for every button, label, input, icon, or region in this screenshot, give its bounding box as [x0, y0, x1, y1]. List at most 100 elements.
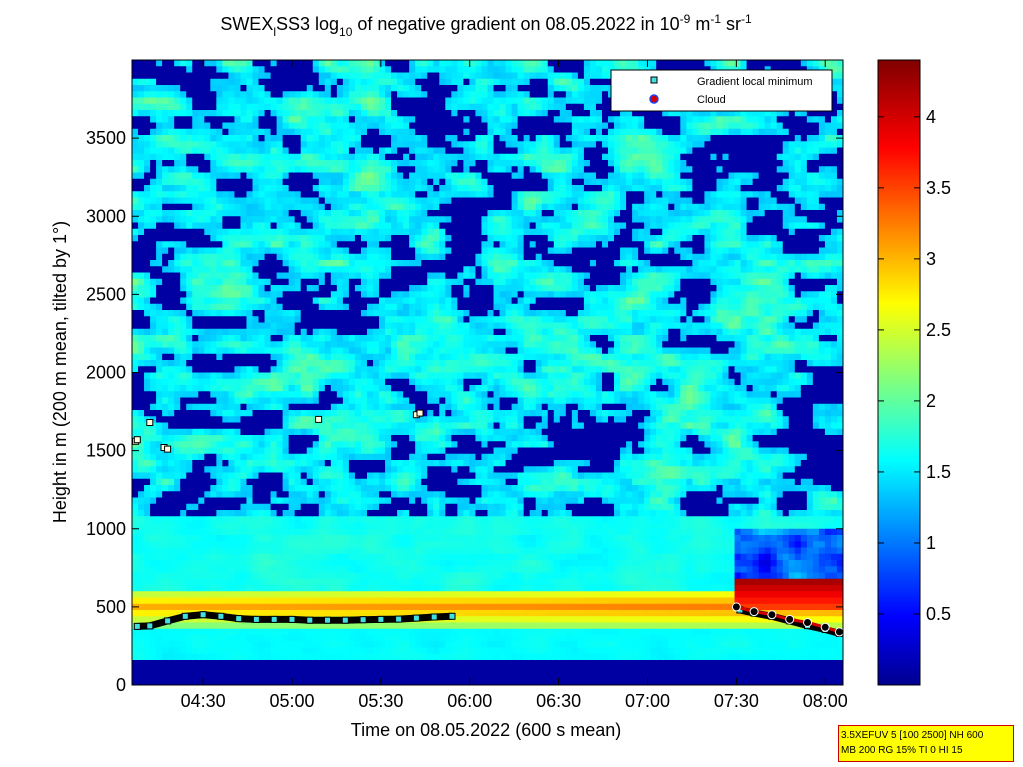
- heatmap-cell: [276, 397, 284, 405]
- heatmap-cell: [132, 672, 139, 680]
- heatmap-cell: [174, 403, 181, 411]
- heatmap-cell: [312, 672, 320, 680]
- heatmap-cell: [204, 678, 211, 685]
- heatmap-cell: [246, 535, 254, 542]
- heatmap-cell: [144, 185, 151, 192]
- heatmap-cell: [186, 291, 193, 299]
- heatmap-cell: [415, 553, 422, 561]
- heatmap-cell: [318, 453, 326, 461]
- heatmap-cell: [391, 222, 398, 230]
- heatmap-cell: [360, 466, 368, 474]
- heatmap-cell: [132, 666, 139, 674]
- heatmap-cell: [306, 91, 314, 99]
- heatmap-cell: [210, 78, 217, 86]
- heatmap-cell: [264, 472, 272, 480]
- heatmap-cell: [324, 241, 332, 249]
- heatmap-cell: [324, 516, 332, 524]
- heatmap-cell: [336, 647, 344, 655]
- heatmap-cell: [409, 666, 416, 674]
- heatmap-cell: [264, 503, 272, 511]
- heatmap-cell: [132, 78, 139, 86]
- heatmap-cell: [252, 278, 260, 286]
- heatmap-cell: [348, 322, 356, 330]
- heatmap-cell: [234, 210, 242, 217]
- heatmap-cell: [294, 303, 302, 311]
- heatmap-cell: [264, 453, 272, 461]
- heatmap-cell: [258, 435, 266, 442]
- heatmap-cell: [336, 610, 344, 617]
- heatmap-cell: [240, 453, 248, 461]
- heatmap-cell: [330, 135, 338, 142]
- heatmap-cell: [228, 72, 236, 80]
- heatmap-cell: [300, 160, 308, 167]
- heatmap-cell: [421, 516, 428, 524]
- heatmap-cell: [312, 628, 320, 636]
- heatmap-cell: [216, 353, 223, 361]
- heatmap-cell: [409, 147, 416, 155]
- heatmap-cell: [282, 641, 290, 649]
- heatmap-cell: [228, 235, 236, 242]
- heatmap-cell: [360, 141, 368, 149]
- heatmap-cell: [144, 60, 151, 67]
- heatmap-cell: [330, 628, 338, 636]
- heatmap-cell: [162, 491, 169, 499]
- heatmap-cell: [421, 253, 428, 261]
- heatmap-cell: [204, 672, 211, 680]
- heatmap-cell: [336, 653, 344, 661]
- heatmap-cell: [324, 216, 332, 224]
- heatmap-cell: [198, 116, 205, 124]
- heatmap-cell: [409, 116, 416, 124]
- heatmap-cell: [403, 303, 410, 311]
- heatmap-cell: [240, 660, 248, 667]
- heatmap-cell: [180, 353, 187, 361]
- heatmap-cell: [360, 410, 368, 417]
- heatmap-cell: [385, 672, 392, 680]
- heatmap-cell: [132, 60, 139, 67]
- heatmap-cell: [246, 328, 254, 336]
- heatmap-cell: [138, 441, 145, 449]
- heatmap-cell: [391, 478, 398, 486]
- heatmap-cell: [373, 378, 380, 386]
- heatmap-cell: [192, 416, 199, 424]
- heatmap-cell: [348, 478, 356, 486]
- heatmap-cell: [156, 60, 163, 67]
- heatmap-cell: [427, 185, 434, 192]
- heatmap-cell: [186, 247, 193, 255]
- heatmap-cell: [180, 410, 187, 417]
- heatmap-cell: [252, 410, 260, 417]
- heatmap-cell: [264, 603, 272, 611]
- heatmap-cell: [246, 303, 254, 311]
- heatmap-cell: [240, 441, 248, 449]
- heatmap-cell: [180, 303, 187, 311]
- heatmap-cell: [403, 241, 410, 249]
- heatmap-cell: [385, 347, 392, 355]
- heatmap-cell: [288, 228, 296, 236]
- heatmap-cell: [336, 91, 344, 99]
- heatmap-cell: [312, 216, 320, 224]
- heatmap-cell: [397, 222, 404, 230]
- heatmap-cell: [258, 141, 266, 149]
- heatmap-cell: [288, 672, 296, 680]
- heatmap-cell: [186, 541, 193, 549]
- heatmap-cell: [348, 610, 356, 617]
- heatmap-cell: [162, 253, 169, 261]
- heatmap-cell: [294, 610, 302, 617]
- heatmap-cell: [415, 547, 422, 555]
- heatmap-cell: [210, 647, 217, 655]
- heatmap-cell: [222, 510, 230, 517]
- heatmap-cell: [210, 435, 217, 442]
- heatmap-cell: [324, 266, 332, 274]
- heatmap-cell: [312, 341, 320, 349]
- heatmap-cell: [294, 603, 302, 611]
- heatmap-cell: [216, 666, 223, 674]
- heatmap-cell: [162, 303, 169, 311]
- heatmap-cell: [132, 647, 139, 655]
- heatmap-cell: [348, 528, 356, 536]
- heatmap-cell: [366, 416, 374, 424]
- heatmap-cell: [354, 122, 362, 130]
- heatmap-cell: [282, 272, 290, 280]
- heatmap-cell: [379, 85, 386, 92]
- heatmap-cell: [180, 441, 187, 449]
- heatmap-cell: [288, 491, 296, 499]
- heatmap-cell: [138, 397, 145, 405]
